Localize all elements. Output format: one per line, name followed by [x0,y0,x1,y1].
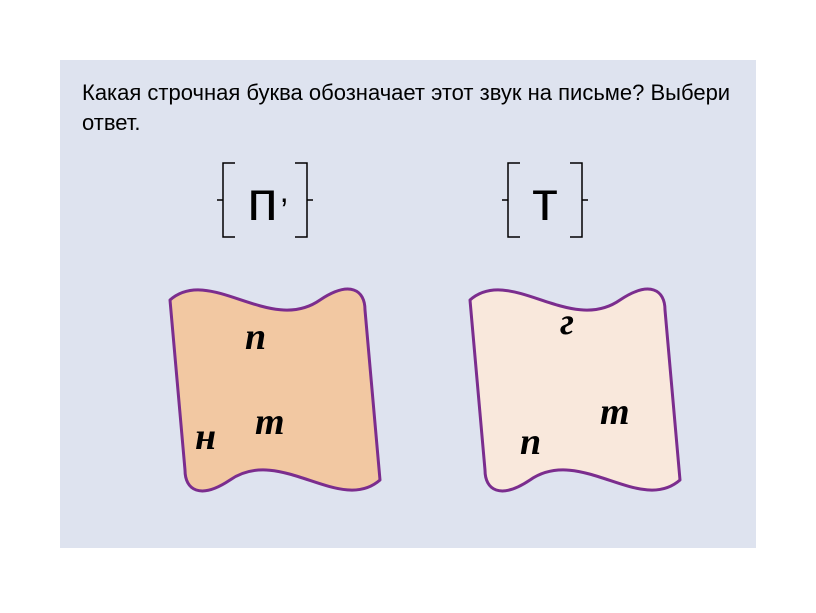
scroll-shape-left [140,260,400,520]
option-letter[interactable]: п [520,420,541,464]
option-letter[interactable]: т [600,390,630,434]
left-bracket-close-icon [289,161,315,239]
option-letter[interactable]: т [255,400,285,444]
option-letter[interactable]: п [245,315,266,359]
soft-mark: , [280,173,289,210]
question-text: Какая строчная буква обозначает этот зву… [82,78,734,137]
answer-scroll-right[interactable]: г т п [440,260,700,520]
sound-bracket-right: т [480,160,610,240]
option-letter[interactable]: г [560,300,574,344]
exercise-canvas: Какая строчная буква обозначает этот зву… [60,60,756,548]
left-bracket-open-icon [215,161,241,239]
sound-bracket-left: п , [200,160,330,240]
answer-scroll-left[interactable]: п т н [140,260,400,520]
scroll-shape-right [440,260,700,520]
sound-letter-right: т [526,168,564,233]
right-bracket-open-icon [500,161,526,239]
option-letter[interactable]: н [195,415,216,459]
sound-letter-left: п [241,168,283,233]
right-bracket-close-icon [564,161,590,239]
